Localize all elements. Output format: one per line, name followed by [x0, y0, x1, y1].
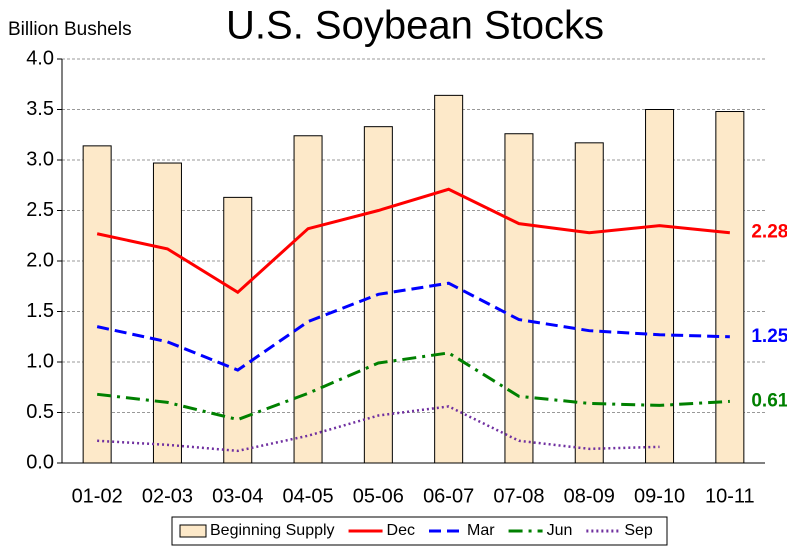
- x-tick-label: 01-02: [72, 485, 123, 507]
- legend-label: Mar: [467, 522, 495, 539]
- y-tick-label: 2.0: [26, 249, 54, 271]
- line: [96, 187, 731, 295]
- bar: [152, 162, 182, 464]
- data-label: 1.25: [751, 326, 787, 347]
- x-tick-label: 04-05: [282, 485, 333, 507]
- y-tick-label: 1.0: [26, 350, 54, 372]
- x-tick-label: 05-06: [353, 485, 404, 507]
- bar: [434, 94, 464, 464]
- x-tick-label: 07-08: [493, 485, 544, 507]
- y-tick-label: 3.0: [26, 148, 54, 170]
- line: [96, 351, 730, 422]
- y-axis-label: Billion Bushels: [8, 19, 132, 40]
- bar: [645, 109, 675, 464]
- y-tick-label: 2.5: [26, 199, 54, 221]
- legend-label: Beginning Supply: [210, 522, 335, 539]
- y-tick-label: 1.5: [26, 300, 54, 322]
- legend-label: Jun: [547, 522, 573, 539]
- legend-label: Dec: [387, 522, 415, 539]
- y-tick-label: 4.0: [26, 47, 54, 69]
- legend-label: Sep: [624, 522, 653, 539]
- bar: [223, 196, 253, 464]
- data-label: 2.28: [751, 222, 787, 243]
- x-tick-label: 09-10: [634, 485, 685, 507]
- bar: [363, 126, 393, 464]
- bar: [715, 111, 745, 464]
- line: [96, 281, 730, 372]
- y-tick-label: 3.5: [26, 98, 54, 120]
- bar: [574, 142, 604, 464]
- x-tick-label: 08-09: [564, 485, 615, 507]
- y-tick-label: 0.5: [26, 401, 54, 423]
- chart-title: U.S. Soybean Stocks: [226, 4, 604, 48]
- x-tick-label: 10-11: [705, 485, 755, 507]
- x-tick-label: 03-04: [212, 485, 263, 507]
- bar: [82, 145, 112, 464]
- bar: [293, 135, 323, 464]
- data-label: 0.61: [751, 390, 787, 411]
- x-tick-label: 02-03: [142, 485, 193, 507]
- legend-swatch: [179, 524, 207, 538]
- bar: [504, 133, 534, 464]
- legend: [171, 516, 668, 546]
- line: [97, 405, 660, 453]
- x-tick-label: 06-07: [423, 485, 474, 507]
- y-tick-label: 0.0: [26, 451, 54, 473]
